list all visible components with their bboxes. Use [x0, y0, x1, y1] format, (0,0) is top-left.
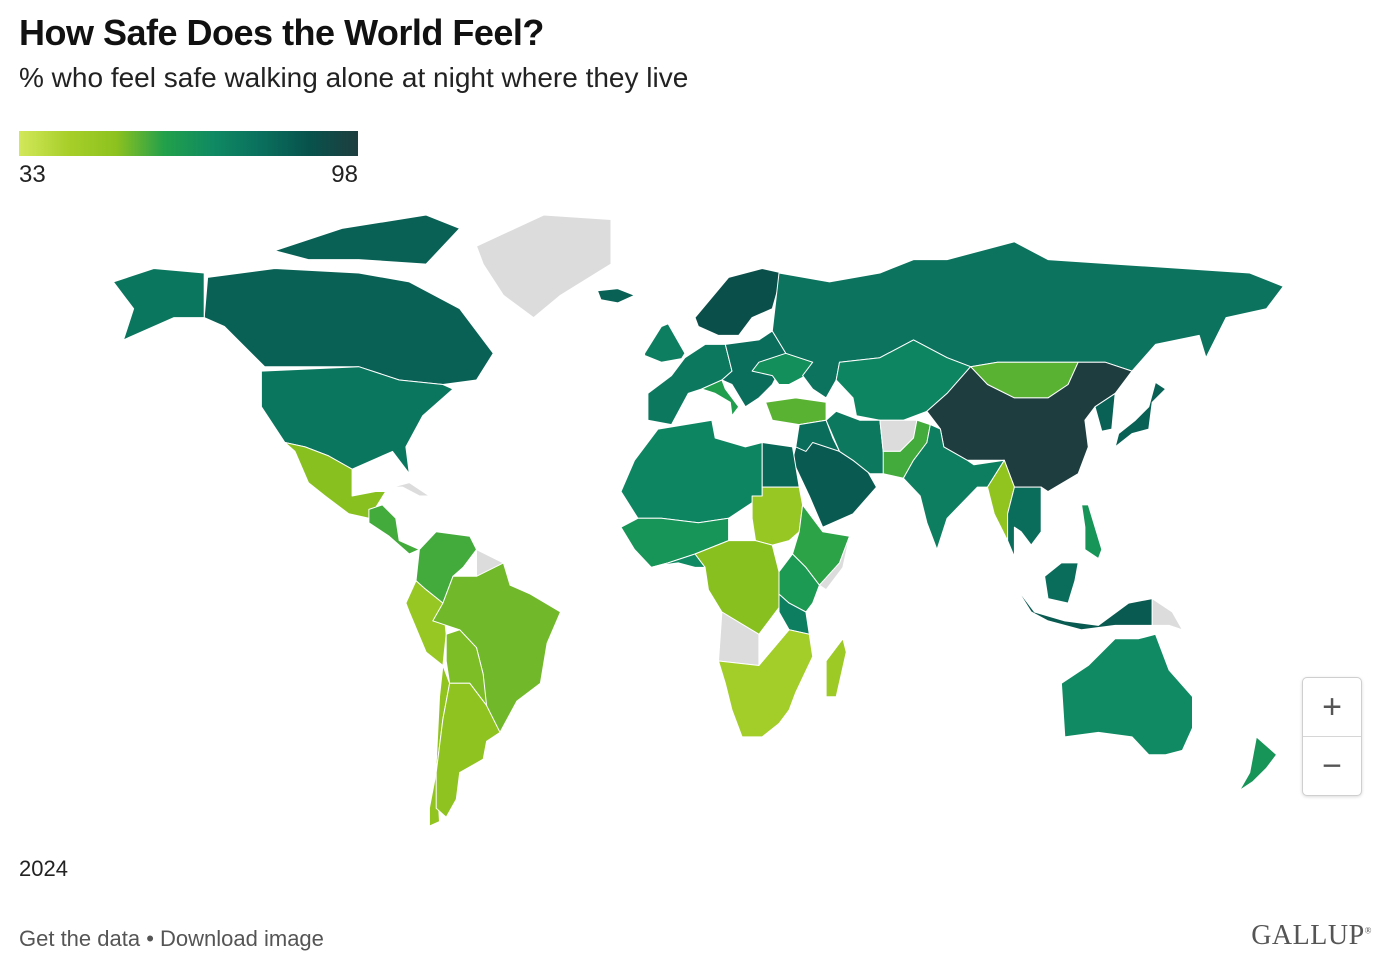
region-china[interactable]: China — [926, 361, 1133, 492]
region-mexico[interactable]: Mexico — [284, 442, 387, 519]
chart-title: How Safe Does the World Feel? — [19, 12, 544, 53]
region-united-states[interactable]: United States — [260, 366, 454, 475]
region-greenland[interactable]: Greenland — [476, 215, 612, 319]
region-japan[interactable]: Japan — [1114, 381, 1167, 448]
region-korea[interactable]: Korea — [1094, 392, 1116, 432]
region-cuba[interactable]: Cuba — [392, 482, 430, 497]
region-gulf-of-guinea[interactable]: Gulf of Guinea — [650, 553, 706, 568]
legend-min-label: 33 — [19, 161, 46, 188]
chart-subtitle: % who feel safe walking alone at night w… — [19, 62, 689, 93]
region-new-zealand[interactable]: New Zealand — [1239, 736, 1278, 791]
region-southeast-asia-mainland[interactable]: Southeast Asia Mainland — [1007, 486, 1042, 582]
color-legend: 33 98 — [19, 131, 358, 188]
region-united-kingdom-ireland[interactable]: United Kingdom/Ireland — [644, 323, 686, 363]
footer-links: Get the data • Download image — [19, 926, 324, 952]
region-philippines[interactable]: Philippines — [1081, 504, 1103, 559]
region-madagascar[interactable]: Madagascar — [825, 638, 847, 698]
legend-gradient-bar — [19, 131, 358, 156]
zoom-out-button[interactable]: − — [1303, 736, 1361, 795]
region-australia[interactable]: Australia — [1060, 633, 1193, 756]
get-data-link[interactable]: Get the data — [19, 926, 141, 951]
region-russia[interactable]: Russia — [771, 241, 1284, 399]
region-borneo[interactable]: Borneo — [1044, 562, 1079, 604]
region-italy[interactable]: Italy — [701, 379, 740, 417]
region-central-america[interactable]: Central America — [368, 504, 420, 555]
region-sudan[interactable]: Sudan — [751, 486, 804, 546]
download-image-link[interactable]: Download image — [160, 926, 324, 951]
region-somalia[interactable]: Somalia — [818, 535, 851, 591]
region-turkey[interactable]: Turkey — [765, 397, 827, 426]
region-iceland[interactable]: Iceland — [597, 288, 635, 304]
region-argentina-uruguay[interactable]: Argentina/Uruguay — [435, 682, 501, 818]
region-alaska[interactable]: Alaska — [112, 268, 205, 341]
region-scandinavia[interactable]: Scandinavia — [694, 268, 783, 336]
year-label: 2024 — [19, 856, 68, 881]
zoom-control: + − — [1302, 677, 1362, 796]
region-canada[interactable]: Canada — [203, 268, 494, 385]
gallup-logo: GALLUP® — [1251, 920, 1372, 951]
region-canadian-arctic-islands[interactable]: Canadian Arctic Islands — [274, 215, 461, 265]
region-central-africa[interactable]: Central Africa — [694, 540, 780, 635]
zoom-in-button[interactable]: + — [1322, 687, 1342, 726]
legend-max-label: 98 — [331, 161, 358, 188]
region-papua-new-guinea[interactable]: Papua New Guinea — [1151, 598, 1183, 631]
world-choropleth-map[interactable]: CanadaCanadian Arctic Islands Alaska Unite… — [100, 215, 1290, 835]
region-india[interactable]: India — [902, 424, 1005, 550]
region-north-africa[interactable]: North Africa — [620, 419, 763, 524]
footer-separator: • — [140, 926, 161, 951]
region-southern-africa[interactable]: Southern Africa — [718, 629, 814, 738]
region-egypt[interactable]: Egypt — [761, 442, 800, 488]
